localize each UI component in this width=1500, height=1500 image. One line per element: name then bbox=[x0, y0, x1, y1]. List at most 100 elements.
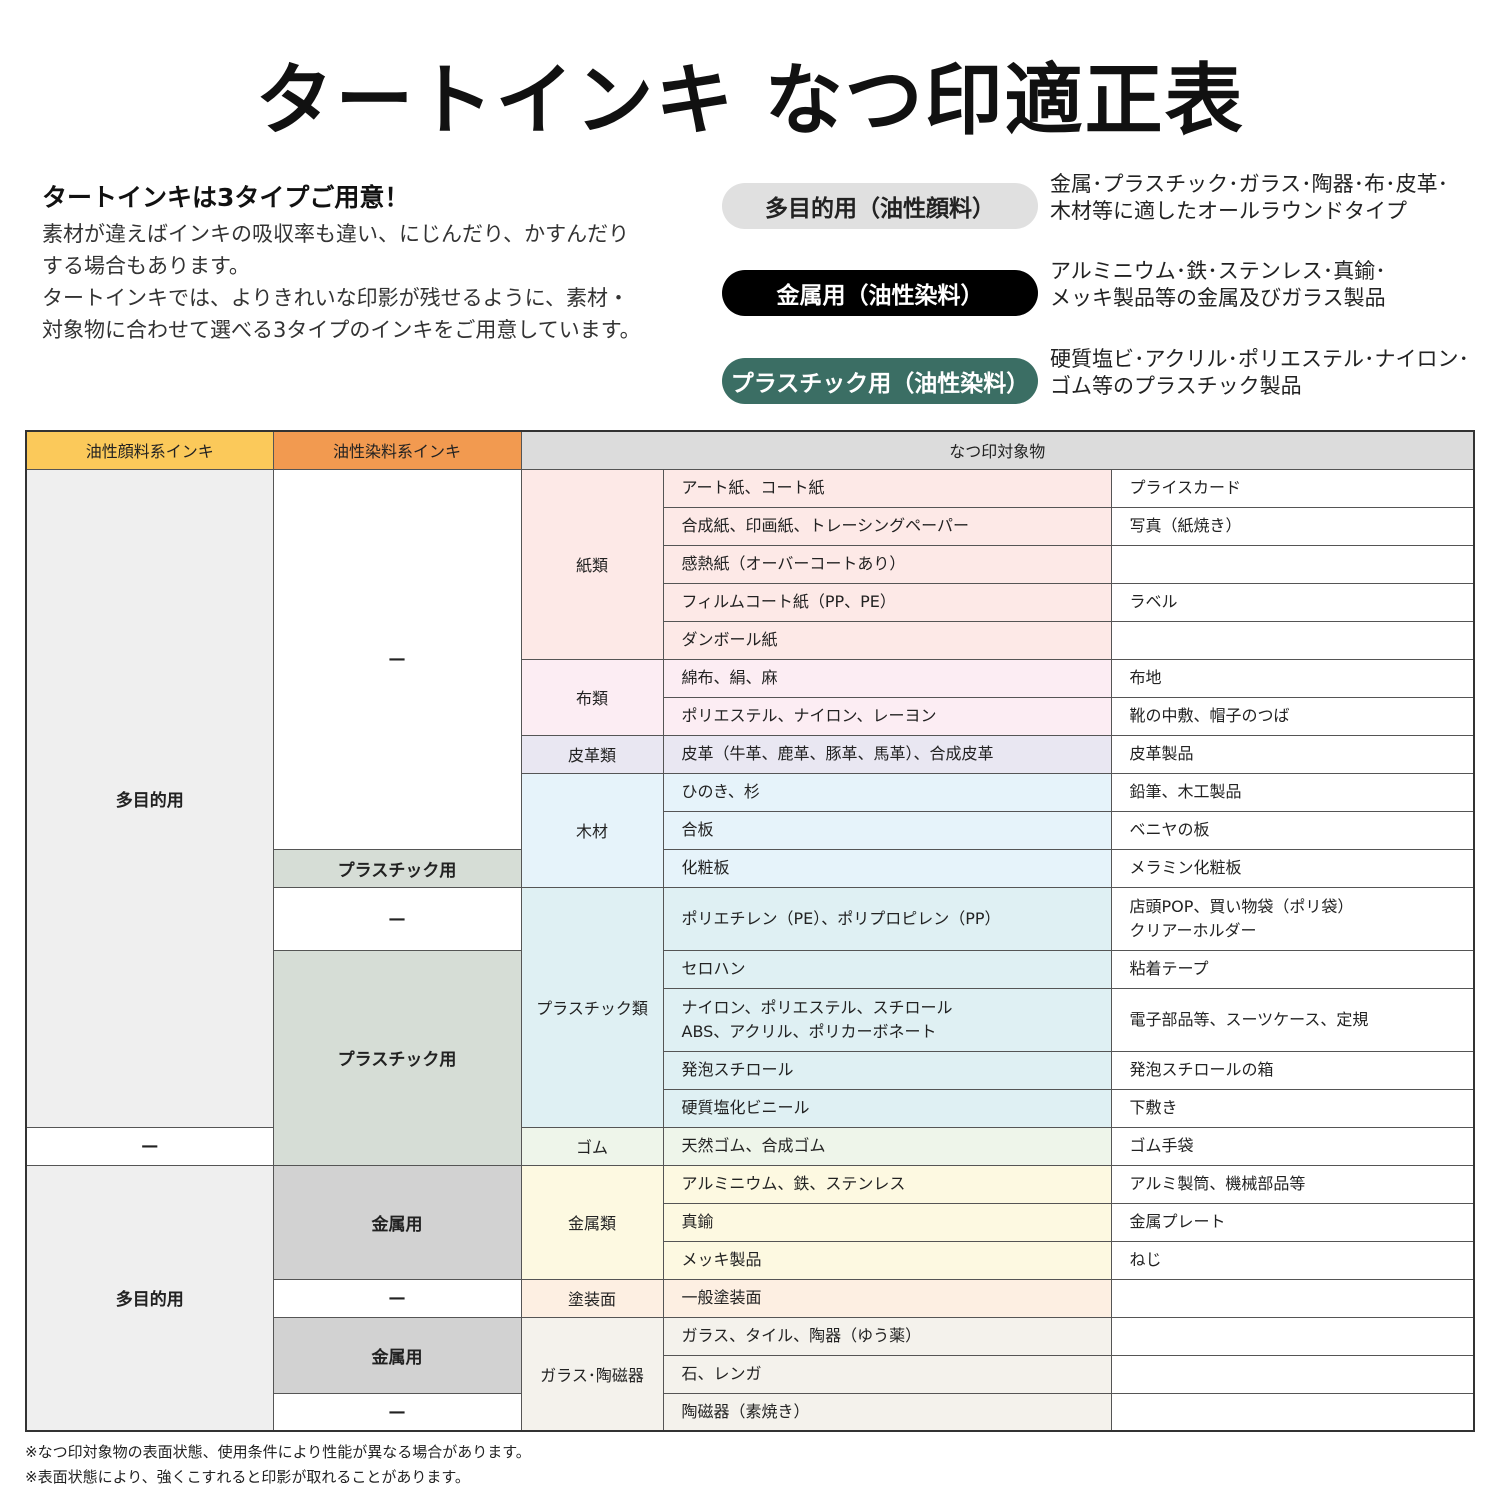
table-row: プラスチック用 セロハン 粘着テープ bbox=[26, 949, 1475, 1166]
dye-ink-cell: — bbox=[272, 1392, 522, 1432]
material-item: アルミニウム、鉄、ステンレス bbox=[662, 1164, 1112, 1204]
column-header: 油性染料系インキ bbox=[272, 430, 522, 470]
example-product bbox=[1110, 1392, 1475, 1432]
material-item: 天然ゴム、合成ゴム bbox=[662, 1126, 1112, 1166]
example-product: ベニヤの板 bbox=[1110, 810, 1475, 850]
material-category: プラスチック類 bbox=[520, 886, 664, 1128]
material-item: メッキ製品 bbox=[662, 1240, 1112, 1280]
material-category: 皮革類 bbox=[520, 734, 664, 774]
example-product: ねじ bbox=[1110, 1240, 1475, 1280]
dye-ink-cell: — bbox=[272, 468, 522, 850]
material-item: 合板 bbox=[662, 810, 1112, 850]
example-product: 写真（紙焼き） bbox=[1110, 506, 1475, 546]
table-row: — プラスチック類 ポリエチレン（PE）、ポリプロピレン（PP） 店頭POP、買い物袋… bbox=[26, 886, 1475, 1128]
material-item: 綿布、絹、麻 bbox=[662, 658, 1112, 698]
material-item: ひのき、杉 bbox=[662, 772, 1112, 812]
intro: タートインキは3タイプご用意！ 素材が違えばインキの吸収率も違い、にじんだり、か… bbox=[42, 178, 682, 346]
material-category: 金属類 bbox=[520, 1164, 664, 1280]
table-row: ダンボール紙 bbox=[26, 620, 1475, 660]
example-product: ゴム手袋 bbox=[1110, 1126, 1475, 1166]
example-product bbox=[1110, 620, 1475, 660]
pigment-ink-cell: 多目的用 bbox=[25, 1164, 274, 1432]
table-row: ナイロン、ポリエステル、スチロール ABS、アクリル、ポリカーボネート 電子部品等、… bbox=[26, 987, 1475, 1052]
table-row: メッキ製品 ねじ bbox=[26, 1240, 1475, 1280]
example-product: メラミン化粧板 bbox=[1110, 848, 1475, 888]
ink-type-badge: 金属用（油性染料） bbox=[722, 270, 1038, 316]
table-row: 石、レンガ bbox=[26, 1354, 1475, 1394]
material-item: ガラス、タイル、陶器（ゆう薬） bbox=[662, 1316, 1112, 1356]
footnote: ※なつ印対象物の表面状態、使用条件により性能が異なる場合があります。 bbox=[25, 1443, 531, 1461]
example-product: 発泡スチロールの箱 bbox=[1110, 1050, 1475, 1090]
example-product: 粘着テープ bbox=[1110, 949, 1475, 989]
material-item: 石、レンガ bbox=[662, 1354, 1112, 1394]
intro-line: する場合もあります。 bbox=[42, 254, 250, 278]
table-row: 合成紙、印画紙、トレーシングペーパー 写真（紙焼き） bbox=[26, 506, 1475, 546]
material-category: ゴム bbox=[520, 1126, 664, 1166]
table-row: 多目的用 — 紙類 アート紙、コート紙 プライスカード bbox=[25, 468, 1475, 1128]
material-item: 感熱紙（オーバーコートあり） bbox=[662, 544, 1112, 584]
material-item: セロハン bbox=[662, 949, 1112, 989]
material-item: ポリエチレン（PE）、ポリプロピレン（PP） bbox=[662, 886, 1112, 951]
ink-type-description: アルミニウム･鉄･ステンレス･真鍮･ メッキ製品等の金属及びガラス製品 bbox=[1050, 259, 1386, 310]
example-product: プライスカード bbox=[1110, 468, 1475, 508]
dye-ink-cell: 金属用 bbox=[272, 1164, 522, 1280]
ink-type-description: 硬質塩ビ･アクリル･ポリエステル･ナイロン･ ゴム等のプラスチック製品 bbox=[1050, 347, 1469, 398]
table-row: 金属用 ガラス･陶磁器 ガラス、タイル、陶器（ゆう薬） bbox=[26, 1316, 1475, 1432]
material-item: フィルムコート紙（PP、PE） bbox=[662, 582, 1112, 622]
dye-ink-cell: — bbox=[272, 1278, 522, 1318]
example-product bbox=[1110, 1278, 1475, 1318]
example-product bbox=[1110, 1316, 1475, 1356]
example-product: 鉛筆、木工製品 bbox=[1110, 772, 1475, 812]
ink-type: 多目的用（油性顔料） 金属･プラスチック･ガラス･陶器･布･皮革･ 木材等に適したオ… bbox=[722, 172, 1500, 243]
dye-ink-cell: — bbox=[272, 886, 522, 951]
dye-ink-cell: 金属用 bbox=[272, 1316, 522, 1394]
material-item: 真鍮 bbox=[662, 1202, 1112, 1242]
table-row: プラスチック用 化粧板 メラミン化粧板 bbox=[26, 848, 1475, 888]
example-product: 電子部品等、スーツケース、定規 bbox=[1110, 987, 1475, 1052]
example-product: 皮革製品 bbox=[1110, 734, 1475, 774]
material-category: 木材 bbox=[520, 772, 664, 888]
page-title: タートインキ なつ印適正表 bbox=[255, 56, 1245, 146]
material-item: 発泡スチロール bbox=[662, 1050, 1112, 1090]
example-product: 店頭POP、買い物袋（ポリ袋） クリアーホルダー bbox=[1110, 886, 1475, 951]
material-item: ダンボール紙 bbox=[662, 620, 1112, 660]
example-product bbox=[1110, 544, 1475, 584]
example-product: 金属プレート bbox=[1110, 1202, 1475, 1242]
table-row: 多目的用 金属用 金属類 アルミニウム、鉄、ステンレス アルミ製筒、機械部品等 bbox=[25, 1164, 1475, 1432]
material-item: アート紙、コート紙 bbox=[662, 468, 1112, 508]
dye-ink-cell: プラスチック用 bbox=[272, 949, 522, 1166]
intro-line: 対象物に合わせて選べる3タイプのインキをご用意しています。 bbox=[42, 318, 641, 342]
table-row: — 陶磁器（素焼き） bbox=[26, 1392, 1475, 1432]
material-category: ガラス･陶磁器 bbox=[520, 1316, 664, 1432]
material-item: 合成紙、印画紙、トレーシングペーパー bbox=[662, 506, 1112, 546]
column-header: 油性顔料系インキ bbox=[25, 430, 274, 470]
pigment-ink-cell: — bbox=[25, 1126, 274, 1166]
table-row: ポリエステル、ナイロン、レーヨン 靴の中敷、帽子のつば bbox=[26, 696, 1475, 736]
material-item: 一般塗装面 bbox=[662, 1278, 1112, 1318]
table-row: 発泡スチロール 発泡スチロールの箱 bbox=[26, 1050, 1475, 1090]
ink-type-description: 金属･プラスチック･ガラス･陶器･布･皮革･ 木材等に適したオールラウンドタイプ bbox=[1050, 172, 1449, 223]
ink-type-badge: 多目的用（油性顔料） bbox=[722, 183, 1038, 229]
column-header: なつ印対象物 bbox=[520, 430, 1475, 470]
table-row: 布類 綿布、絹、麻 布地 bbox=[26, 658, 1475, 736]
example-product: 下敷き bbox=[1110, 1088, 1475, 1128]
material-item: 化粧板 bbox=[662, 848, 1112, 888]
material-item: ナイロン、ポリエステル、スチロール ABS、アクリル、ポリカーボネート bbox=[662, 987, 1112, 1052]
ink-type-badge: プラスチック用（油性染料） bbox=[722, 358, 1038, 404]
table-row: 皮革類 皮革（牛革、鹿革、豚革、馬革）、合成皮革 皮革製品 bbox=[26, 734, 1475, 774]
material-item: 硬質塩化ビニール bbox=[662, 1088, 1112, 1128]
example-product: アルミ製筒、機械部品等 bbox=[1110, 1164, 1475, 1204]
footnote: ※表面状態により、強くこすれると印影が取れることがあります。 bbox=[25, 1468, 470, 1486]
intro-text: 素材が違えばインキの吸収率も違い、にじんだり、かすんだり する場合もあります。 … bbox=[42, 218, 682, 346]
dye-ink-cell: プラスチック用 bbox=[272, 848, 522, 888]
ink-type: プラスチック用（油性染料） 硬質塩ビ･アクリル･ポリエステル･ナイロン･ ゴム等のプ… bbox=[722, 347, 1500, 418]
pigment-ink-cell: 多目的用 bbox=[25, 468, 274, 1128]
intro-heading: タートインキは3タイプご用意！ bbox=[42, 183, 410, 212]
ink-type: 金属用（油性染料） アルミニウム･鉄･ステンレス･真鍮･ メッキ製品等の金属及びガラ… bbox=[722, 259, 1500, 330]
material-item: ポリエステル、ナイロン、レーヨン bbox=[662, 696, 1112, 736]
material-category: 紙類 bbox=[520, 468, 664, 660]
material-category: 布類 bbox=[520, 658, 664, 736]
table-row: 木材 ひのき、杉 鉛筆、木工製品 bbox=[26, 772, 1475, 888]
stamp-compatibility-table: 油性顔料系インキ 油性染料系インキ なつ印対象物 多目的用 — 紙類 アート紙、コート紙 プラ… bbox=[25, 430, 1476, 1432]
material-item: 皮革（牛革、鹿革、豚革、馬革）、合成皮革 bbox=[662, 734, 1112, 774]
